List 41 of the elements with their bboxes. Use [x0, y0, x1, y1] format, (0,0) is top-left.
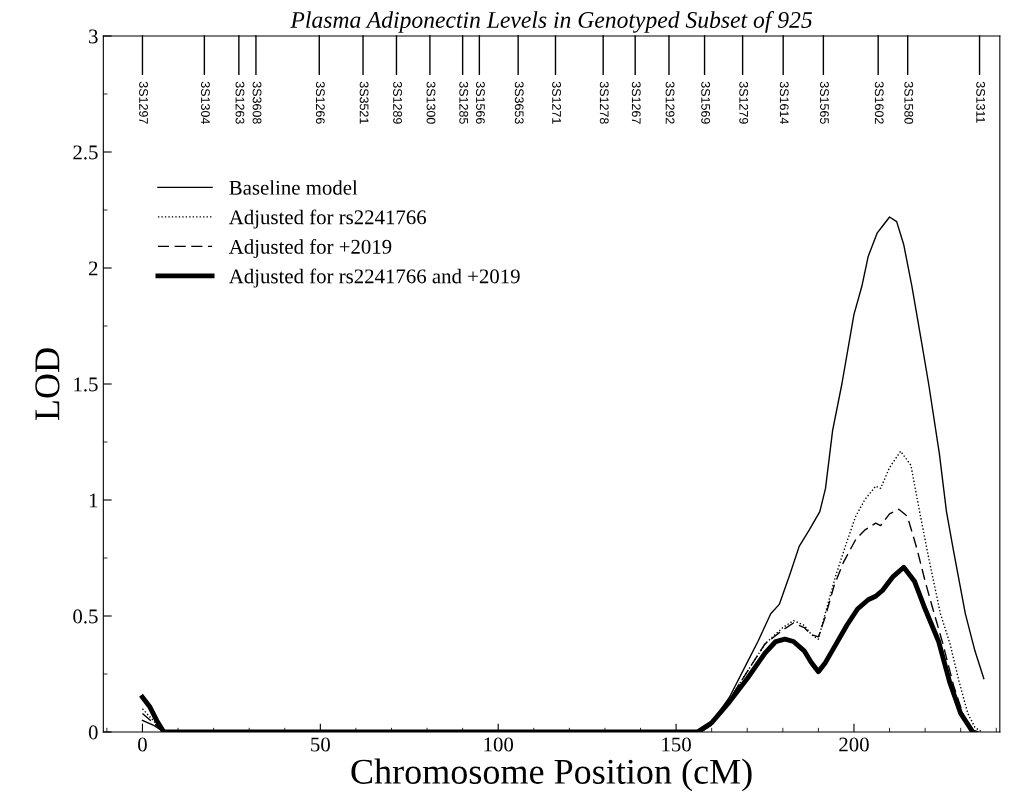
- ref-line-label: 3S1267: [631, 81, 641, 124]
- ref-line-label: 3S3521: [359, 81, 369, 124]
- ref-line-label: 3S1263: [235, 81, 245, 124]
- ref-line-label: 3S3608: [252, 81, 262, 124]
- ref-line-label: 3S1311: [976, 81, 986, 123]
- y-tick-label: 1: [89, 493, 98, 508]
- y-tick-label: 2: [88, 261, 98, 276]
- legend-label: Adjusted for rs2241766 and +2019: [228, 268, 520, 288]
- legend-label: Adjusted for +2019: [228, 238, 392, 259]
- ref-line-label: 3S1580: [904, 81, 914, 124]
- ref-line-label: 3S1271: [552, 81, 561, 124]
- y-tick-label: 1.5: [74, 377, 98, 392]
- ref-line-label: 3S1285: [459, 81, 469, 124]
- ref-line-label: 3S1614: [779, 81, 789, 124]
- ref-line-label: 3S1292: [665, 81, 675, 124]
- chart-title: Plasma Adiponectin Levels in Genotyped Subset of 925: [290, 11, 812, 33]
- x-tick-label: 150: [662, 737, 691, 752]
- ref-line-label: 3S1278: [599, 81, 609, 124]
- ref-line-label: 3S1300: [426, 81, 436, 124]
- x-tick-label: 50: [311, 737, 330, 752]
- ref-line-label: 3S1565: [820, 81, 829, 124]
- x-tick-label: 100: [484, 737, 514, 752]
- y-axis-title: LOD: [35, 348, 60, 421]
- y-tick-label: 3: [89, 29, 98, 44]
- ref-line-label: 3S1566: [476, 81, 485, 124]
- x-tick-label: 200: [839, 737, 869, 752]
- y-tick-label: 0.5: [73, 609, 98, 624]
- ref-line-label: 3S1289: [393, 81, 402, 124]
- legend-label: Baseline model: [229, 180, 358, 195]
- legend-label: Adjusted for rs2241766: [228, 209, 427, 229]
- y-tick-label: 0: [88, 725, 98, 740]
- ref-line-label: 3S1279: [739, 81, 749, 124]
- y-tick-label: 2.5: [73, 145, 98, 160]
- ref-line-label: 3S1266: [315, 81, 325, 124]
- x-tick-label: 0: [138, 737, 147, 752]
- ref-line-label: 3S1297: [139, 81, 148, 124]
- ref-line-label: 3S1569: [701, 81, 711, 124]
- ref-line-label: 3S3653: [514, 81, 524, 124]
- ref-line-label: 3S1602: [874, 81, 884, 124]
- ref-line-label: 3S1304: [201, 81, 210, 124]
- x-axis-title: Chromosome Position (cM): [351, 758, 752, 792]
